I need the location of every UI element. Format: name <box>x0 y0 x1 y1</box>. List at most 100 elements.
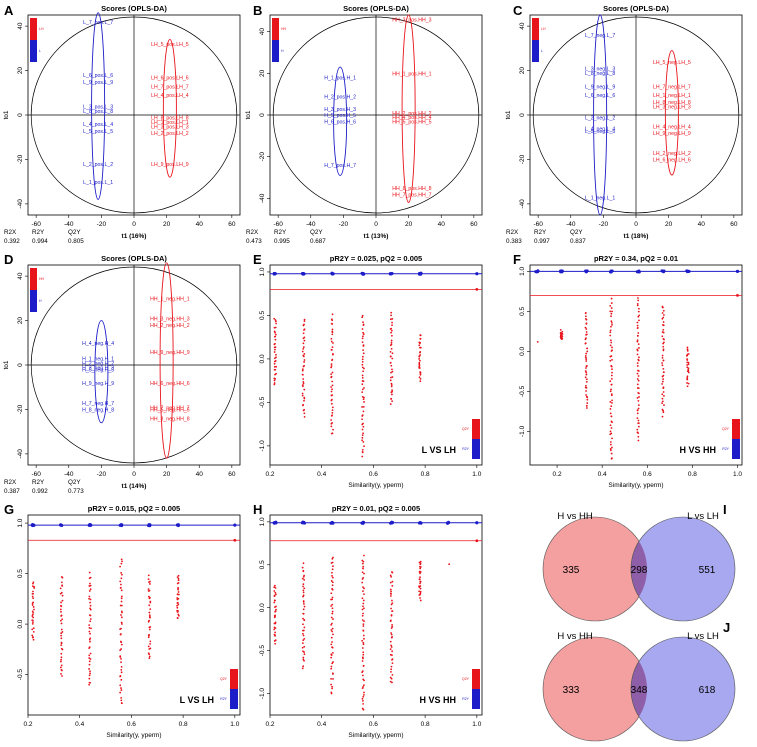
legend-swatch-r2y <box>732 439 740 459</box>
q2-permuted-point <box>60 668 63 671</box>
x-tick-label: 40 <box>196 471 204 478</box>
x-tick-label: -60 <box>31 471 41 478</box>
hotelling-ellipse <box>532 16 740 214</box>
q2-permuted-point <box>273 346 276 349</box>
q2-permuted-point <box>302 623 304 626</box>
q2-permuted-point <box>636 409 639 411</box>
q2-permuted-point <box>149 608 152 611</box>
q2-permuted-point <box>362 702 365 705</box>
q2-permuted-point <box>584 356 587 359</box>
q2-permuted-point <box>88 577 91 580</box>
q2-permuted-point <box>31 613 34 616</box>
q2-permuted-point <box>274 333 277 336</box>
q2-permuted-point <box>147 595 150 598</box>
q2-permuted-point <box>419 560 422 563</box>
q2-permuted-point <box>419 590 422 593</box>
q2-permuted-point <box>584 376 587 379</box>
x-tick-label: 0.4 <box>598 471 607 478</box>
q2-permuted-point <box>419 572 421 575</box>
q2-permuted-point <box>274 614 276 617</box>
q2-permuted-point <box>302 617 304 620</box>
y-axis-label: to1 <box>245 110 252 119</box>
q2-permuted-point <box>418 365 421 368</box>
q2-permuted-point <box>119 674 122 677</box>
point-label: L_7_pos.L_7 <box>83 20 113 26</box>
y-tick-label: 0 <box>17 363 24 367</box>
q2-permuted-point <box>662 359 665 362</box>
q2-permuted-point <box>361 316 364 319</box>
q2-permuted-point <box>637 315 640 318</box>
q2-permuted-point <box>275 353 277 356</box>
q2-permuted-point <box>274 368 277 371</box>
q2-permuted-point <box>148 619 150 622</box>
q2-permuted-point <box>390 376 392 379</box>
q2-permuted-point <box>611 399 613 402</box>
q2-permuted-point <box>148 628 151 631</box>
q2-permuted-point <box>661 397 664 400</box>
q2-permuted-point <box>361 697 364 700</box>
chart-title: Scores (OPLS-DA) <box>101 254 167 263</box>
q2-permuted-point <box>663 341 665 344</box>
q2-permuted-point <box>274 360 277 362</box>
x-axis-label: t1 (13%) <box>364 233 389 240</box>
q2-permuted-point <box>662 378 665 381</box>
legend-swatch-r2y <box>472 689 480 709</box>
legend-label: Q2Y <box>462 677 470 681</box>
q2-permuted-point <box>610 427 613 429</box>
q2-permuted-point <box>177 591 180 593</box>
q2-permuted-point <box>303 659 305 662</box>
q2-permuted-point <box>610 393 613 396</box>
point-label: LH_3_neg.LH_3 <box>653 104 691 110</box>
q2-permuted-point <box>661 364 664 367</box>
q2-permuted-point <box>32 601 35 604</box>
x-tick-label: 0.6 <box>369 471 378 478</box>
q2-permuted-point <box>274 642 277 645</box>
q2-permuted-point <box>89 598 92 601</box>
q2-permuted-point <box>88 677 91 680</box>
q2-permuted-point <box>361 328 364 330</box>
y-tick-label: 0.5 <box>259 311 266 320</box>
q2-permuted-point <box>88 571 91 574</box>
q2-permuted-point <box>362 686 365 688</box>
q2-permuted-point <box>636 324 639 327</box>
q2-permuted-point <box>418 341 421 344</box>
panel-letter: D <box>4 252 13 267</box>
x-tick-label: 0.2 <box>265 471 274 478</box>
q2-permuted-point <box>148 604 151 607</box>
point-label: L_8_pos.L_8 <box>83 109 113 115</box>
q2-permuted-point <box>273 317 276 320</box>
q2-permuted-point <box>60 614 63 617</box>
q2-permuted-point <box>390 327 393 330</box>
r2y-permuted-point <box>446 521 450 525</box>
comparison-annotation: L VS LH <box>180 695 214 705</box>
q2-permuted-point <box>611 324 613 326</box>
q2-permuted-point <box>636 383 639 386</box>
q2-permuted-point <box>661 402 663 405</box>
q2-permuted-point <box>611 368 613 370</box>
q2-permuted-point <box>331 346 334 349</box>
q2-permuted-point <box>361 314 364 317</box>
q2-permuted-point <box>302 381 305 383</box>
q2-permuted-point <box>33 585 36 588</box>
q2-permuted-point <box>302 634 305 637</box>
panel-letter: B <box>253 3 262 18</box>
q2-permuted-point <box>661 354 664 357</box>
q2-permuted-point <box>661 415 664 418</box>
q2-permuted-point <box>89 632 91 635</box>
q2-permuted-point <box>661 305 664 308</box>
q2-permuted-point <box>330 322 333 325</box>
point-label: L_5_pos.L_5 <box>83 129 113 135</box>
q2-permuted-point <box>88 657 91 659</box>
q2-permuted-point <box>33 608 35 611</box>
r2y-permuted-point <box>31 524 35 528</box>
q2-permuted-point <box>638 314 641 317</box>
q2-permuted-point <box>391 625 394 628</box>
x-axis-label: t1 (18%) <box>624 233 649 240</box>
q2-permuted-point <box>303 318 306 321</box>
x-tick-label: 20 <box>405 221 413 228</box>
q2-permuted-point <box>90 627 92 630</box>
q2-permuted-point <box>610 383 613 386</box>
x-tick-label: 60 <box>730 221 738 228</box>
q2-permuted-point <box>61 594 64 597</box>
q2-permuted-point <box>638 392 640 395</box>
